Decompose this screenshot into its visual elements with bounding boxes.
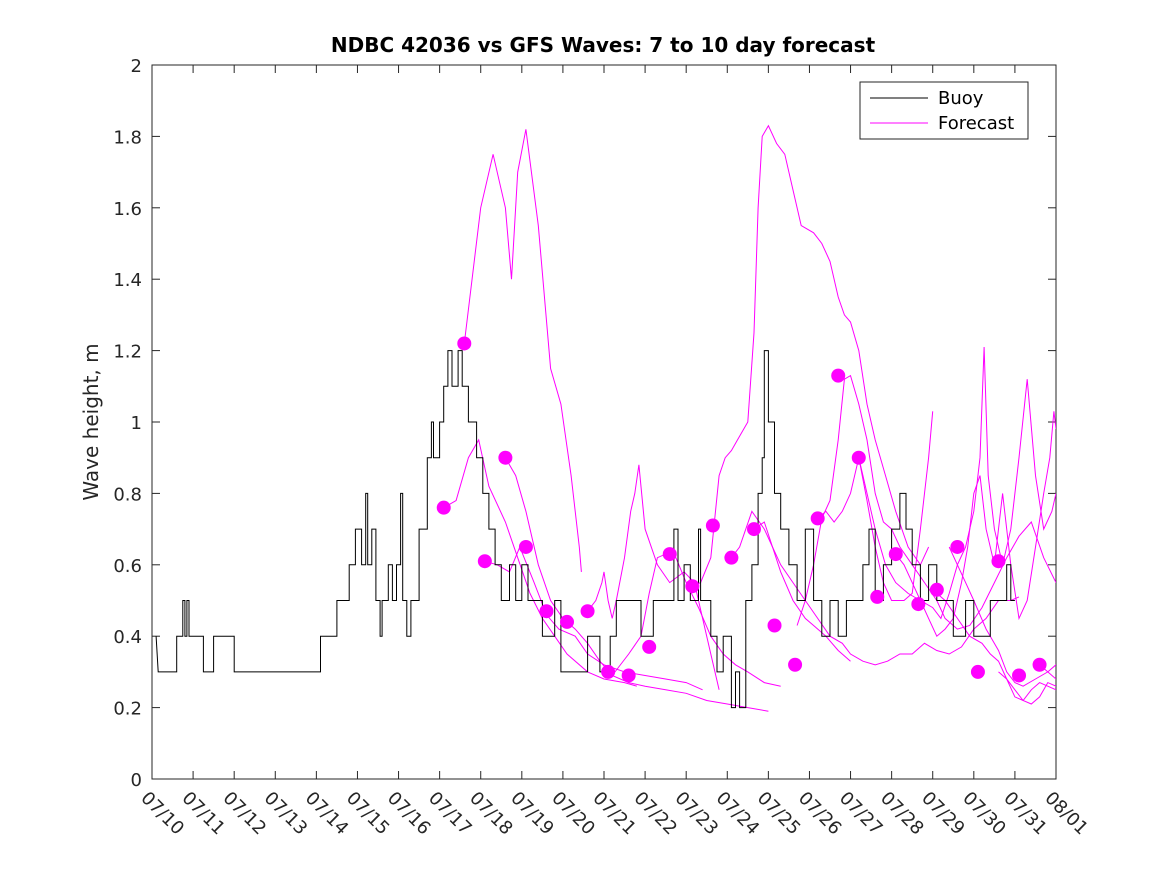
forecast-start-marker: [810, 511, 825, 526]
buoy-line: [155, 350, 1015, 709]
forecast-line: [858, 346, 1056, 620]
forecast-line: [692, 124, 930, 587]
forecast-line: [932, 589, 1056, 702]
legend-forecast-label: Forecast: [938, 113, 1014, 134]
y-tick-label: 0.6: [113, 556, 142, 577]
forecast-start-marker: [560, 614, 575, 629]
forecast-start-marker: [851, 450, 866, 465]
y-tick-label: 1.4: [113, 270, 142, 291]
forecast-start-marker: [724, 550, 739, 565]
legend-box: [859, 81, 1029, 140]
forecast-start-marker: [870, 589, 885, 604]
legend: Buoy Forecast: [859, 81, 1029, 140]
forecast-start-marker: [767, 618, 782, 633]
y-tick-label: 1.2: [113, 342, 142, 363]
forecast-start-marker: [970, 664, 985, 679]
y-tick-label: 0.4: [113, 627, 142, 648]
forecast-start-marker: [705, 518, 720, 533]
forecast-start-marker: [1032, 657, 1047, 672]
forecast-start-marker: [685, 579, 700, 594]
forecast-line: [611, 553, 781, 687]
forecast-start-marker: [621, 668, 636, 683]
forecast-start-marker: [580, 604, 595, 619]
forecast-line: [948, 546, 1056, 687]
y-tick-label: 0.2: [113, 699, 142, 720]
forecast-start-marker: [788, 657, 803, 672]
forecast-line: [443, 438, 638, 687]
forecast-start-marker: [911, 597, 926, 612]
data-series: [155, 124, 1056, 712]
forecast-start-marker: [662, 547, 677, 562]
forecast-line: [998, 671, 1056, 705]
y-tick-label: 1.8: [113, 127, 142, 148]
forecast-start-marker: [1012, 668, 1027, 683]
forecast-start-marker: [518, 539, 533, 554]
forecast-start-marker: [601, 664, 616, 679]
forecast-line: [753, 521, 851, 662]
forecast-start-marker: [929, 582, 944, 597]
forecast-start-marker: [539, 604, 554, 619]
y-tick-label: 1.6: [113, 199, 142, 220]
forecast-start-marker: [477, 554, 492, 569]
forecast-start-marker: [831, 368, 846, 383]
y-axis-label: Wave height, m: [79, 343, 103, 500]
y-tick-label: 1: [131, 413, 142, 434]
chart-title: NDBC 42036 vs GFS Waves: 7 to 10 day for…: [331, 33, 876, 57]
forecast-start-marker: [991, 554, 1006, 569]
y-tick-label: 0: [131, 770, 142, 791]
forecast-start-marker: [498, 450, 513, 465]
y-tick-label: 2: [131, 56, 142, 77]
forecast-start-marker: [888, 547, 903, 562]
forecast-start-marker: [436, 500, 451, 515]
forecast-line: [484, 545, 703, 691]
forecast-start-marker: [642, 639, 657, 654]
forecast-line: [895, 411, 1056, 638]
y-tick-label: 0.8: [113, 484, 142, 505]
forecast-start-marker: [457, 336, 472, 351]
forecast-start-marker: [950, 539, 965, 554]
legend-buoy-label: Buoy: [938, 88, 984, 109]
forecast-start-marker: [746, 522, 761, 537]
forecast-line: [463, 129, 582, 572]
